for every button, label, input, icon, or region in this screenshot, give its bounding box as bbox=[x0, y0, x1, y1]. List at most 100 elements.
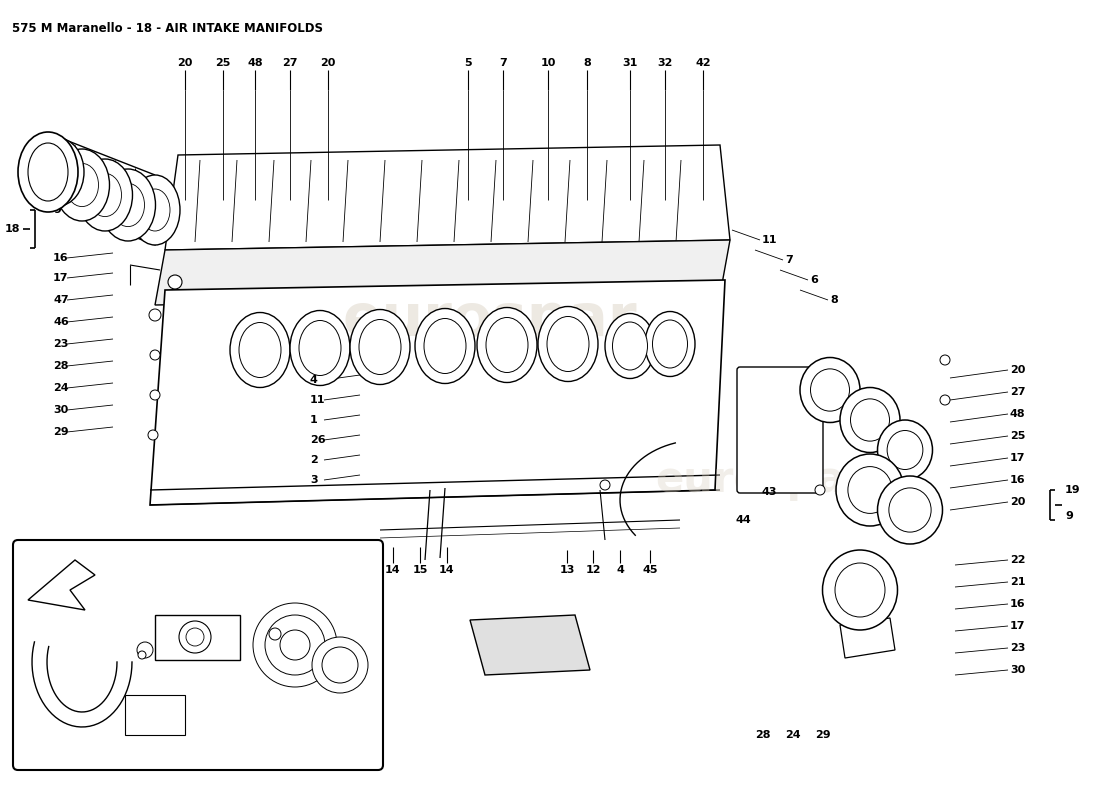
Text: 14: 14 bbox=[439, 565, 454, 575]
Text: 26: 26 bbox=[310, 435, 326, 445]
Text: 24: 24 bbox=[785, 730, 801, 740]
Text: 16: 16 bbox=[1010, 475, 1025, 485]
Text: 575 M Maranello - 18 - AIR INTAKE MANIFOLDS: 575 M Maranello - 18 - AIR INTAKE MANIFO… bbox=[12, 22, 323, 35]
Ellipse shape bbox=[239, 322, 280, 378]
FancyBboxPatch shape bbox=[737, 367, 823, 493]
Text: 32: 32 bbox=[658, 58, 673, 68]
Text: eurospar: eurospar bbox=[654, 459, 865, 501]
Text: 17: 17 bbox=[53, 273, 68, 283]
Ellipse shape bbox=[424, 318, 466, 374]
Polygon shape bbox=[150, 280, 725, 505]
Text: 48: 48 bbox=[1010, 409, 1025, 419]
Text: eurospar: eurospar bbox=[123, 626, 277, 654]
Circle shape bbox=[815, 485, 825, 495]
Ellipse shape bbox=[823, 550, 898, 630]
Text: 7: 7 bbox=[499, 58, 507, 68]
Ellipse shape bbox=[889, 488, 931, 532]
Ellipse shape bbox=[878, 420, 933, 480]
Text: 35: 35 bbox=[210, 565, 225, 575]
Text: 41: 41 bbox=[100, 599, 116, 609]
Text: 28: 28 bbox=[53, 361, 68, 371]
Ellipse shape bbox=[538, 306, 598, 382]
Text: 11: 11 bbox=[762, 235, 778, 245]
Ellipse shape bbox=[836, 454, 904, 526]
Circle shape bbox=[940, 395, 950, 405]
Ellipse shape bbox=[130, 175, 180, 245]
FancyBboxPatch shape bbox=[13, 540, 383, 770]
Text: 48: 48 bbox=[248, 58, 263, 68]
Circle shape bbox=[186, 628, 204, 646]
Circle shape bbox=[312, 637, 368, 693]
Circle shape bbox=[148, 309, 161, 321]
Text: 25: 25 bbox=[216, 58, 231, 68]
Bar bbox=[125, 695, 185, 735]
Text: 23: 23 bbox=[53, 339, 68, 349]
Text: 29: 29 bbox=[53, 427, 68, 437]
Text: 15: 15 bbox=[412, 565, 428, 575]
Circle shape bbox=[270, 628, 280, 640]
Text: 28: 28 bbox=[755, 730, 770, 740]
Ellipse shape bbox=[835, 563, 886, 617]
Ellipse shape bbox=[55, 149, 110, 221]
Text: 47: 47 bbox=[53, 295, 68, 305]
Ellipse shape bbox=[100, 169, 155, 241]
Text: 9: 9 bbox=[53, 205, 60, 215]
Text: 20: 20 bbox=[1010, 497, 1025, 507]
Text: 16: 16 bbox=[53, 253, 68, 263]
Circle shape bbox=[280, 630, 310, 660]
Text: 31: 31 bbox=[623, 58, 638, 68]
Circle shape bbox=[265, 615, 324, 675]
Text: 8: 8 bbox=[830, 295, 838, 305]
Ellipse shape bbox=[486, 318, 528, 373]
Text: 9: 9 bbox=[1065, 511, 1072, 521]
Ellipse shape bbox=[605, 314, 654, 378]
Ellipse shape bbox=[230, 313, 290, 387]
Polygon shape bbox=[28, 560, 95, 610]
Ellipse shape bbox=[111, 183, 144, 226]
Text: 7: 7 bbox=[785, 255, 793, 265]
Text: 6: 6 bbox=[810, 275, 818, 285]
Circle shape bbox=[138, 651, 146, 659]
Ellipse shape bbox=[77, 159, 132, 231]
Polygon shape bbox=[470, 615, 590, 675]
Text: 29: 29 bbox=[815, 730, 830, 740]
Text: 36: 36 bbox=[162, 595, 177, 605]
Circle shape bbox=[150, 350, 160, 360]
Text: 12: 12 bbox=[585, 565, 601, 575]
Ellipse shape bbox=[652, 320, 688, 368]
Text: 11: 11 bbox=[310, 395, 326, 405]
Text: 30: 30 bbox=[53, 405, 68, 415]
Text: 20: 20 bbox=[177, 58, 192, 68]
Circle shape bbox=[940, 355, 950, 365]
Text: 16: 16 bbox=[1010, 599, 1025, 609]
Circle shape bbox=[322, 647, 358, 683]
Ellipse shape bbox=[800, 358, 860, 422]
Circle shape bbox=[138, 642, 153, 658]
Text: 20: 20 bbox=[320, 58, 336, 68]
Text: 2: 2 bbox=[310, 455, 318, 465]
Ellipse shape bbox=[43, 151, 74, 192]
Ellipse shape bbox=[140, 189, 170, 231]
Text: eurospar: eurospar bbox=[343, 291, 637, 349]
Text: 8: 8 bbox=[583, 58, 591, 68]
Circle shape bbox=[168, 275, 182, 289]
Text: 14: 14 bbox=[385, 565, 400, 575]
Ellipse shape bbox=[811, 369, 849, 411]
Ellipse shape bbox=[415, 309, 475, 383]
Text: 17: 17 bbox=[1010, 621, 1025, 631]
Text: 33: 33 bbox=[60, 647, 75, 657]
Text: 30: 30 bbox=[1010, 665, 1025, 675]
Text: 17: 17 bbox=[1010, 453, 1025, 463]
Ellipse shape bbox=[359, 319, 402, 374]
Text: 27: 27 bbox=[283, 58, 298, 68]
Text: 42: 42 bbox=[695, 58, 711, 68]
Text: 38: 38 bbox=[226, 595, 241, 605]
Ellipse shape bbox=[477, 307, 537, 382]
Text: 24: 24 bbox=[53, 383, 68, 393]
Text: 5: 5 bbox=[464, 58, 472, 68]
Ellipse shape bbox=[848, 466, 892, 514]
Ellipse shape bbox=[88, 174, 121, 217]
Text: 39: 39 bbox=[242, 637, 257, 647]
Text: 3: 3 bbox=[310, 475, 318, 485]
Circle shape bbox=[600, 480, 610, 490]
